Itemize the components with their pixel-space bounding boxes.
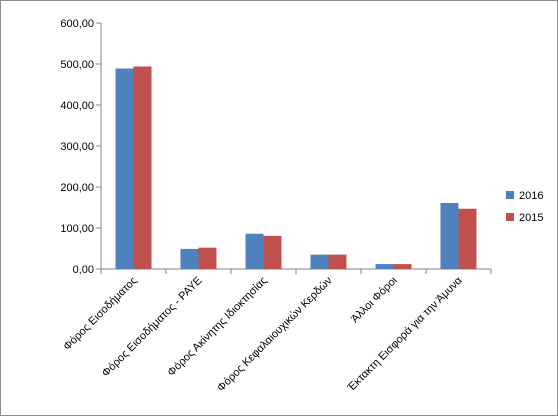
y-tick-label: 400,00 (60, 100, 94, 112)
bar-2015 (328, 254, 347, 269)
y-tick-label: 600,00 (60, 18, 94, 30)
bar-2016 (440, 202, 459, 269)
x-category-label: Φόρος Εισοδήματος (61, 275, 139, 353)
legend-swatch-2016 (506, 191, 514, 199)
bar-2015 (263, 235, 282, 269)
y-tick-label: 0,00 (73, 264, 94, 276)
y-axis-ticks: 0,00 100,00 200,00 300,00 400,00 500,00 600,00 (60, 18, 101, 276)
y-tick-label: 200,00 (60, 182, 94, 194)
bar-2015 (133, 66, 152, 270)
legend-label-2015: 2015 (519, 212, 543, 224)
bar-2016 (375, 264, 394, 269)
x-category-label: Έκτακτη Εισφορά για την Άμυνα (345, 274, 465, 394)
bars (115, 66, 477, 270)
legend: 2016 2015 (506, 190, 543, 224)
y-tick-label: 100,00 (60, 223, 94, 235)
legend-label-2016: 2016 (519, 190, 543, 202)
bar-2015 (393, 264, 412, 269)
bar-2016 (115, 68, 134, 269)
legend-swatch-2015 (506, 213, 514, 221)
y-tick-label: 500,00 (60, 59, 94, 71)
bar-2016 (310, 254, 329, 269)
x-category-label: Φόρος Κεφαλαιουχικών Κερδών (215, 274, 335, 394)
bar-2016 (180, 248, 199, 269)
axes (100, 23, 492, 274)
bar-2015 (198, 247, 217, 269)
x-category-label: Άλλοι Φόροι (349, 274, 400, 325)
bar-2015 (458, 208, 477, 269)
y-tick-label: 300,00 (60, 141, 94, 153)
bar-2016 (245, 233, 264, 269)
